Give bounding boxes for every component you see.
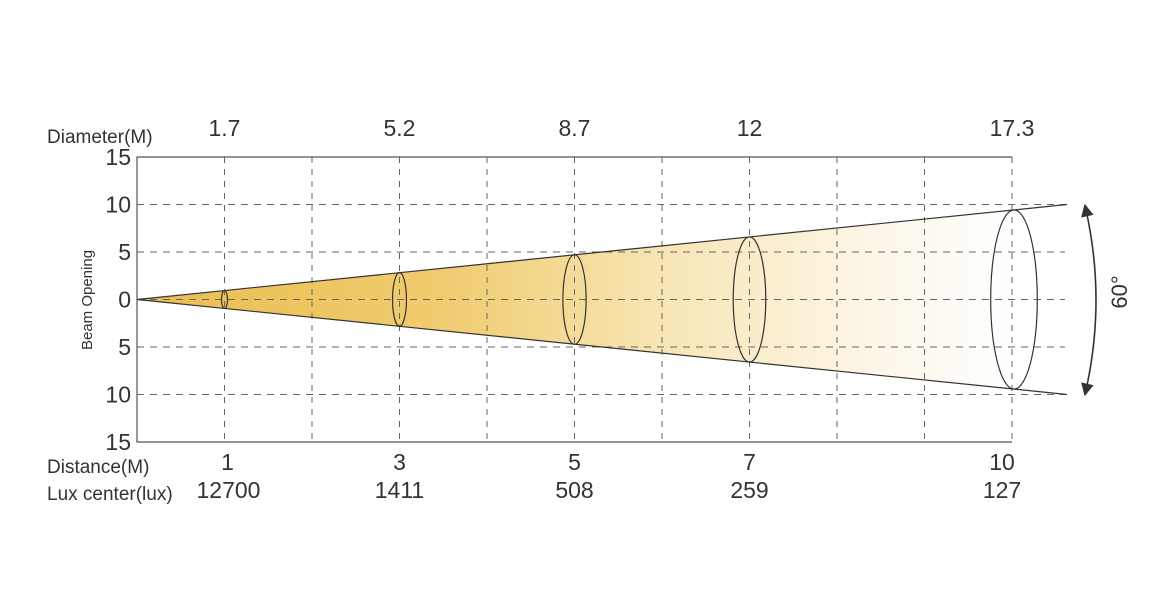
y-tick-label: 0 (118, 287, 131, 313)
lux-value: 508 (555, 477, 593, 503)
y-tick-label: 15 (105, 429, 131, 455)
distance-label: Distance(M) (47, 457, 149, 478)
lux-value: 1411 (375, 477, 424, 503)
beam-fill (137, 209, 1014, 390)
lux-value: 127 (983, 477, 1021, 503)
distance-value: 5 (568, 449, 581, 475)
beam-edge-bottom (136, 298, 1068, 396)
lux-value: 12700 (197, 477, 261, 503)
distance-value: 3 (393, 449, 406, 475)
diameter-label: Diameter(M) (47, 127, 153, 148)
diameter-value: 1.7 (209, 115, 241, 141)
y-tick-label: 5 (118, 239, 131, 265)
beam-angle-arrow (1081, 203, 1097, 397)
diameter-value: 12 (737, 115, 763, 141)
beam-edge-top (136, 203, 1068, 301)
distance-value: 1 (221, 449, 234, 475)
y-tick-label: 5 (118, 334, 131, 360)
beam-cone (137, 209, 1014, 390)
y-tick-label: 10 (105, 192, 131, 218)
y-axis-label: Beam Opening (79, 250, 96, 350)
diameter-value: 17.3 (990, 115, 1035, 141)
diameter-value: 8.7 (559, 115, 591, 141)
y-tick-label: 15 (105, 144, 131, 170)
beam-angle-label: 60° (1107, 275, 1132, 308)
lux-value: 259 (730, 477, 768, 503)
distance-value: 10 (989, 449, 1015, 475)
distance-value: 7 (743, 449, 756, 475)
labels: Diameter(M) Distance(M) Lux center(lux) … (47, 115, 1132, 505)
diameter-value: 5.2 (384, 115, 416, 141)
lux-label: Lux center(lux) (47, 484, 173, 505)
y-tick-label: 10 (105, 382, 131, 408)
